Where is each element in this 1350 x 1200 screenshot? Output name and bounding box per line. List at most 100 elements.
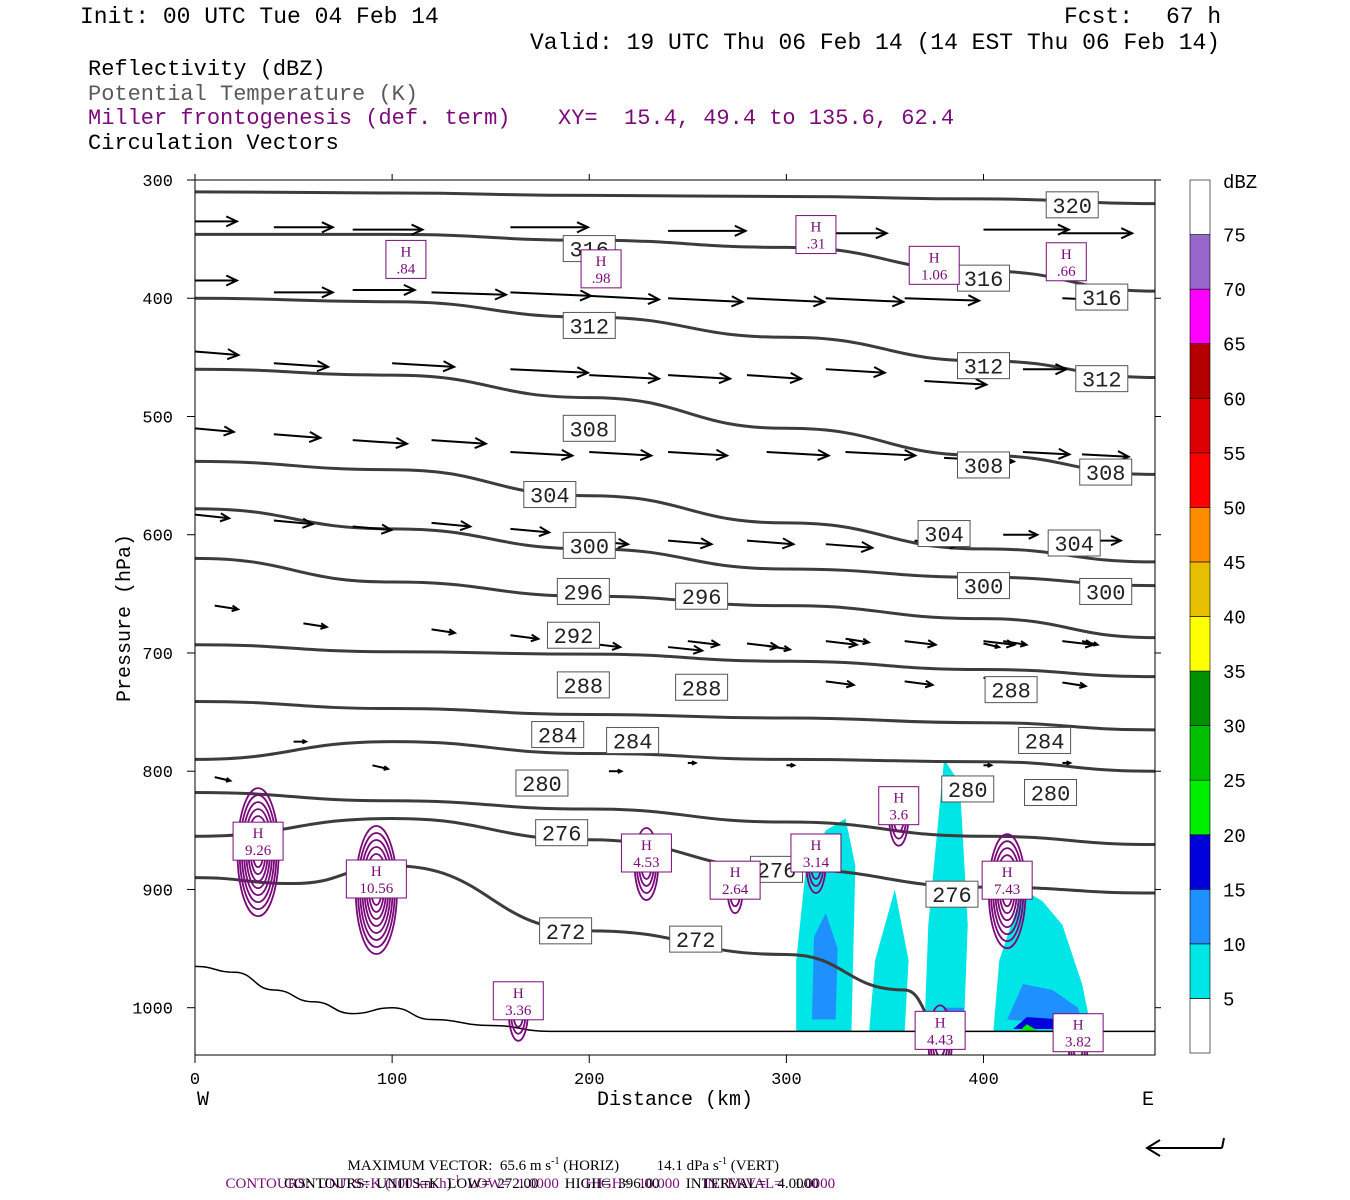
theta-contour-308 <box>195 367 1155 476</box>
vector-head <box>459 520 473 532</box>
vector-head <box>223 425 237 437</box>
vector-head <box>383 765 391 771</box>
theta-label-box <box>957 451 1011 479</box>
vector-head <box>927 639 938 649</box>
fronto-max-box <box>790 833 842 873</box>
theta-contour-320 <box>195 190 1155 206</box>
theta-label: 316 <box>964 268 1004 293</box>
y-tick-label: 1000 <box>132 1001 173 1020</box>
vector-head <box>994 643 1002 650</box>
colorbar-bin <box>1189 616 1211 672</box>
vector-head <box>974 378 989 391</box>
field-reflectivity: Reflectivity (dBZ) <box>88 57 326 82</box>
vector-shaft <box>589 294 660 301</box>
vector-head <box>783 644 793 653</box>
fronto-max-box <box>620 833 672 873</box>
vector-head <box>320 622 329 630</box>
theta-label: 272 <box>546 921 586 946</box>
vector-head <box>1019 640 1029 648</box>
vector-shaft <box>668 539 712 546</box>
fronto-max-h: H <box>253 826 264 842</box>
vector-head <box>891 295 906 308</box>
vector-head <box>1092 641 1100 647</box>
theta-label-box <box>523 481 577 509</box>
y-tick-label: 900 <box>142 882 173 901</box>
vector-head <box>812 295 827 308</box>
theta-label: 312 <box>569 315 609 340</box>
vector-shaft <box>845 637 869 644</box>
reference-vector-arrow <box>1145 1137 1225 1157</box>
vector-head <box>530 633 541 643</box>
circulation-vectors <box>195 215 1135 783</box>
theta-label: 296 <box>564 581 604 606</box>
vector-shaft <box>825 543 873 549</box>
theta-label-box <box>1024 779 1078 806</box>
vector-head <box>967 294 982 307</box>
vector-shaft <box>510 368 588 374</box>
x-axis-label: Distance (km) <box>597 1089 753 1112</box>
colorbar-bin <box>1189 452 1211 508</box>
vector-shaft <box>431 291 506 296</box>
theta-contour-284 <box>195 740 1155 773</box>
vector-head <box>442 360 457 373</box>
colorbar-bin <box>1189 179 1211 235</box>
vector-head <box>1057 447 1072 460</box>
theta-label-box <box>562 531 616 559</box>
reflectivity-cell <box>1018 1024 1039 1032</box>
vector-shaft <box>825 297 904 303</box>
vector-shaft <box>667 646 703 652</box>
terrain-line <box>195 965 1155 1033</box>
fronto-max-h: H <box>1061 247 1072 263</box>
vector-shaft <box>589 374 660 380</box>
fronto-max-h: H <box>596 254 607 270</box>
theta-label-box <box>556 671 610 699</box>
fronto-max-h: H <box>1073 1018 1084 1034</box>
colorbar-bin <box>1189 507 1211 563</box>
fronto-max-h: H <box>893 791 904 807</box>
y-tick-label: 500 <box>142 409 173 428</box>
vector-shaft <box>983 642 1000 649</box>
theta-label-box <box>925 880 979 908</box>
vector-head <box>301 739 309 745</box>
vector-shaft <box>1062 640 1094 646</box>
theta-label: 284 <box>1025 730 1065 755</box>
colorbar-level: 35 <box>1223 662 1246 684</box>
vector-head <box>647 292 662 305</box>
theta-label: 284 <box>613 730 653 755</box>
vector-head <box>718 372 733 385</box>
footer-max-vector: MAXIMUM VECTOR: 65.6 m s-1 (HORIZ) 14.1 … <box>347 1156 780 1174</box>
fronto-max-box <box>709 860 761 900</box>
theta-label: 288 <box>564 675 604 700</box>
colorbar-level: 5 <box>1223 989 1234 1011</box>
vector-head <box>903 449 918 462</box>
y-tick-label: 400 <box>142 291 173 310</box>
theta-label: 280 <box>1031 783 1071 808</box>
theta-label-box <box>917 520 971 548</box>
theta-label-box <box>535 819 589 847</box>
theta-contour-300 <box>195 507 1155 588</box>
theta-label: 300 <box>1086 581 1126 606</box>
vector-shaft <box>687 640 719 646</box>
fronto-max-h: H <box>929 250 940 266</box>
vector-shaft <box>825 368 885 374</box>
fronto-max-h: H <box>371 864 382 880</box>
fronto-max-h: H <box>811 220 822 236</box>
fronto-max-h: H <box>811 838 822 854</box>
vector-shaft <box>766 644 791 651</box>
vector-shaft <box>510 634 539 640</box>
vector-head <box>848 639 860 649</box>
field-frontogenesis: Miller frontogenesis (def. term) <box>88 106 511 131</box>
fronto-max-value: 9.26 <box>245 843 272 859</box>
vector-head <box>448 628 458 636</box>
colorbar-bin <box>1189 343 1211 399</box>
vector-shaft <box>668 450 728 457</box>
fronto-max-box <box>385 239 427 279</box>
vector-head <box>789 372 804 385</box>
terrain-surface <box>195 965 1155 1033</box>
fronto-max-value: .98 <box>592 271 611 287</box>
vector-head <box>403 283 418 296</box>
theta-contour-296 <box>195 556 1155 640</box>
theta-contour-304 <box>195 459 1155 564</box>
vector-head <box>231 604 241 613</box>
colorbar-title: dBZ <box>1223 172 1257 194</box>
